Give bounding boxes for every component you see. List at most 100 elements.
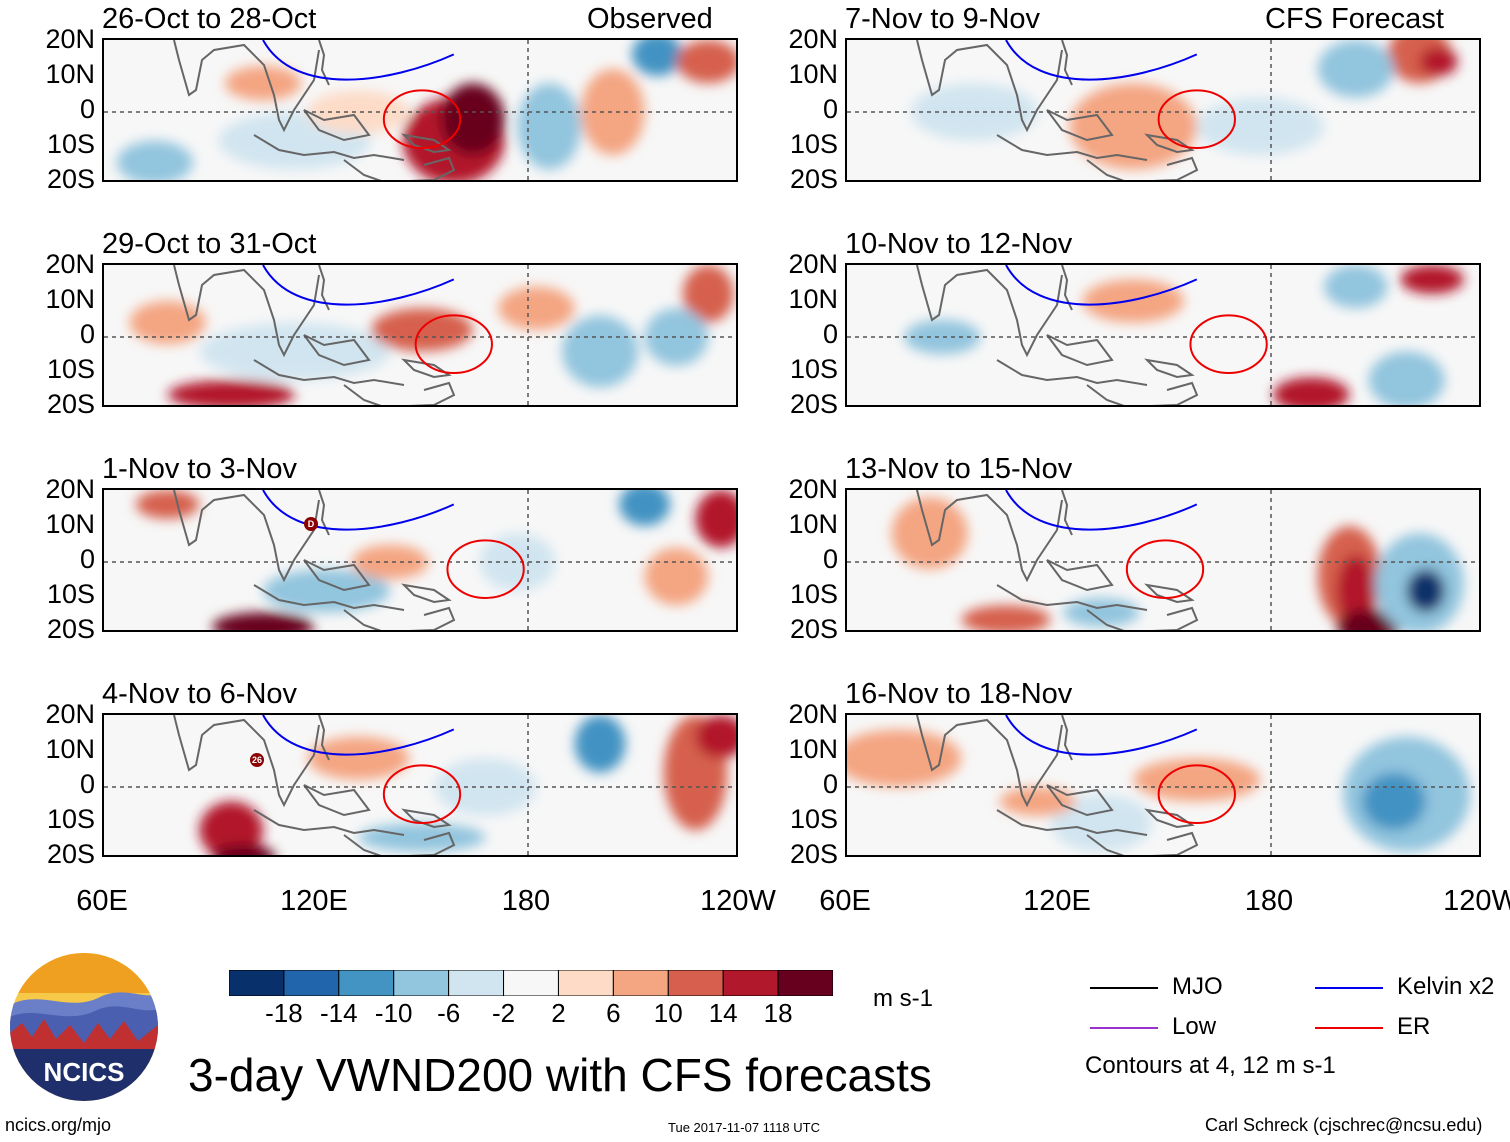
kelvin-contour (262, 715, 455, 756)
y-tick-label: 10S (46, 579, 95, 609)
coastline (303, 109, 371, 142)
anomaly-blob (581, 68, 645, 156)
coastline (343, 381, 456, 405)
colorbar-level: -14 (320, 998, 358, 1028)
map-panel (845, 263, 1481, 407)
panel-title: 4-Nov to 6-Nov (102, 678, 298, 710)
kelvin-contour (262, 40, 455, 81)
cfs-forecast-label: CFS Forecast (1265, 3, 1444, 35)
coastline (173, 265, 320, 358)
anomaly-blob (619, 490, 671, 526)
map-svg (847, 265, 1479, 405)
colorbar-swatch (612, 970, 669, 996)
y-tick-label: 10S (789, 129, 838, 159)
map-svg (847, 490, 1479, 630)
coastline (916, 715, 1063, 808)
anomaly-blob (1133, 758, 1261, 802)
ncics-logo: NCICS (10, 953, 158, 1101)
anomaly-blob (1368, 351, 1445, 405)
y-tick-label: 10N (788, 59, 838, 89)
legend-label: Low (1172, 1013, 1217, 1040)
colorbar-swatch (229, 970, 285, 996)
coastlines (916, 490, 1199, 630)
map-svg (104, 265, 736, 405)
map-panel (845, 488, 1481, 632)
y-tick-label: 10N (788, 734, 838, 764)
footer-url[interactable]: ncics.org/mjo (5, 1115, 112, 1135)
coastline (401, 583, 452, 604)
anomaly-blob (644, 547, 709, 606)
anomaly-blob (1400, 265, 1464, 294)
y-tick-label: 10S (46, 354, 95, 384)
observed-label: Observed (587, 3, 713, 35)
coastline (1086, 156, 1199, 180)
coastline (253, 584, 405, 611)
y-tick-label: 0 (822, 319, 838, 349)
y-tick-label: 20N (788, 249, 838, 279)
anomaly-blob (1324, 265, 1388, 309)
figure-title: 3-day VWND200 with CFS forecasts (188, 1049, 932, 1101)
map-panel (845, 713, 1481, 857)
coastline (173, 715, 320, 808)
kelvin-contour (1005, 715, 1198, 756)
colorbar (229, 970, 833, 996)
anomaly-blob (644, 308, 709, 366)
coastline (253, 134, 405, 161)
coastline (1086, 606, 1199, 630)
legend-label: Kelvin x2 (1397, 973, 1495, 1000)
map-panel (845, 38, 1481, 182)
y-tick-label: 20N (45, 249, 95, 279)
footer-timestamp: Tue 2017-11-07 1118 UTC (668, 1120, 820, 1135)
coastlines (173, 40, 456, 180)
colorbar-swatch (393, 970, 450, 996)
coastline (1046, 334, 1114, 367)
coastline (173, 490, 320, 583)
colorbar-level: 6 (606, 998, 621, 1028)
y-tick-label: 20S (789, 164, 838, 194)
x-tick-label: 60E (76, 885, 128, 917)
y-tick-label: 20S (46, 164, 95, 194)
y-tick-label: 10N (45, 734, 95, 764)
y-tick-label: 0 (79, 319, 95, 349)
anomaly-blob (116, 140, 194, 180)
y-tick-label: 10N (788, 509, 838, 539)
colorbar-level: 18 (763, 998, 793, 1028)
y-tick-label: 20S (46, 389, 95, 419)
y-tick-label: 20N (45, 474, 95, 504)
anomaly-blob (307, 736, 410, 780)
y-tick-label: 20S (789, 389, 838, 419)
y-tick-label: 0 (79, 544, 95, 574)
anomaly-blob (574, 715, 626, 773)
units-label: m s-1 (873, 985, 933, 1012)
y-tick-label: 20N (45, 699, 95, 729)
y-tick-label: 20N (788, 699, 838, 729)
y-tick-label: 10N (45, 509, 95, 539)
anomaly-blob (695, 715, 736, 759)
kelvin-contour (262, 265, 455, 306)
er-contour (1189, 314, 1268, 374)
anomaly-blob (167, 380, 295, 405)
coastline (1046, 559, 1114, 592)
map-panel (102, 713, 738, 857)
anomaly-blob (199, 801, 263, 855)
coastline (996, 134, 1148, 161)
y-tick-label: 20N (45, 24, 95, 54)
coastline (996, 359, 1148, 386)
y-tick-label: 10S (46, 129, 95, 159)
y-tick-label: 10S (789, 804, 838, 834)
contour-note: Contours at 4, 12 m s-1 (1085, 1052, 1336, 1079)
kelvin-contour (262, 490, 455, 531)
y-tick-label: 20N (788, 24, 838, 54)
anomaly-blob (1050, 794, 1153, 852)
legend-swatch (1315, 1027, 1383, 1029)
coastline (401, 133, 452, 154)
map-svg (104, 490, 736, 630)
anomaly-blob (352, 544, 429, 580)
colorbar-level: 14 (708, 998, 738, 1028)
anomaly-blob (847, 729, 962, 787)
panel-title: 10-Nov to 12-Nov (845, 228, 1073, 260)
x-tick-label: 120E (280, 885, 348, 917)
colorbar-swatch (503, 970, 559, 996)
y-tick-label: 0 (79, 769, 95, 799)
y-tick-label: 20S (46, 614, 95, 644)
